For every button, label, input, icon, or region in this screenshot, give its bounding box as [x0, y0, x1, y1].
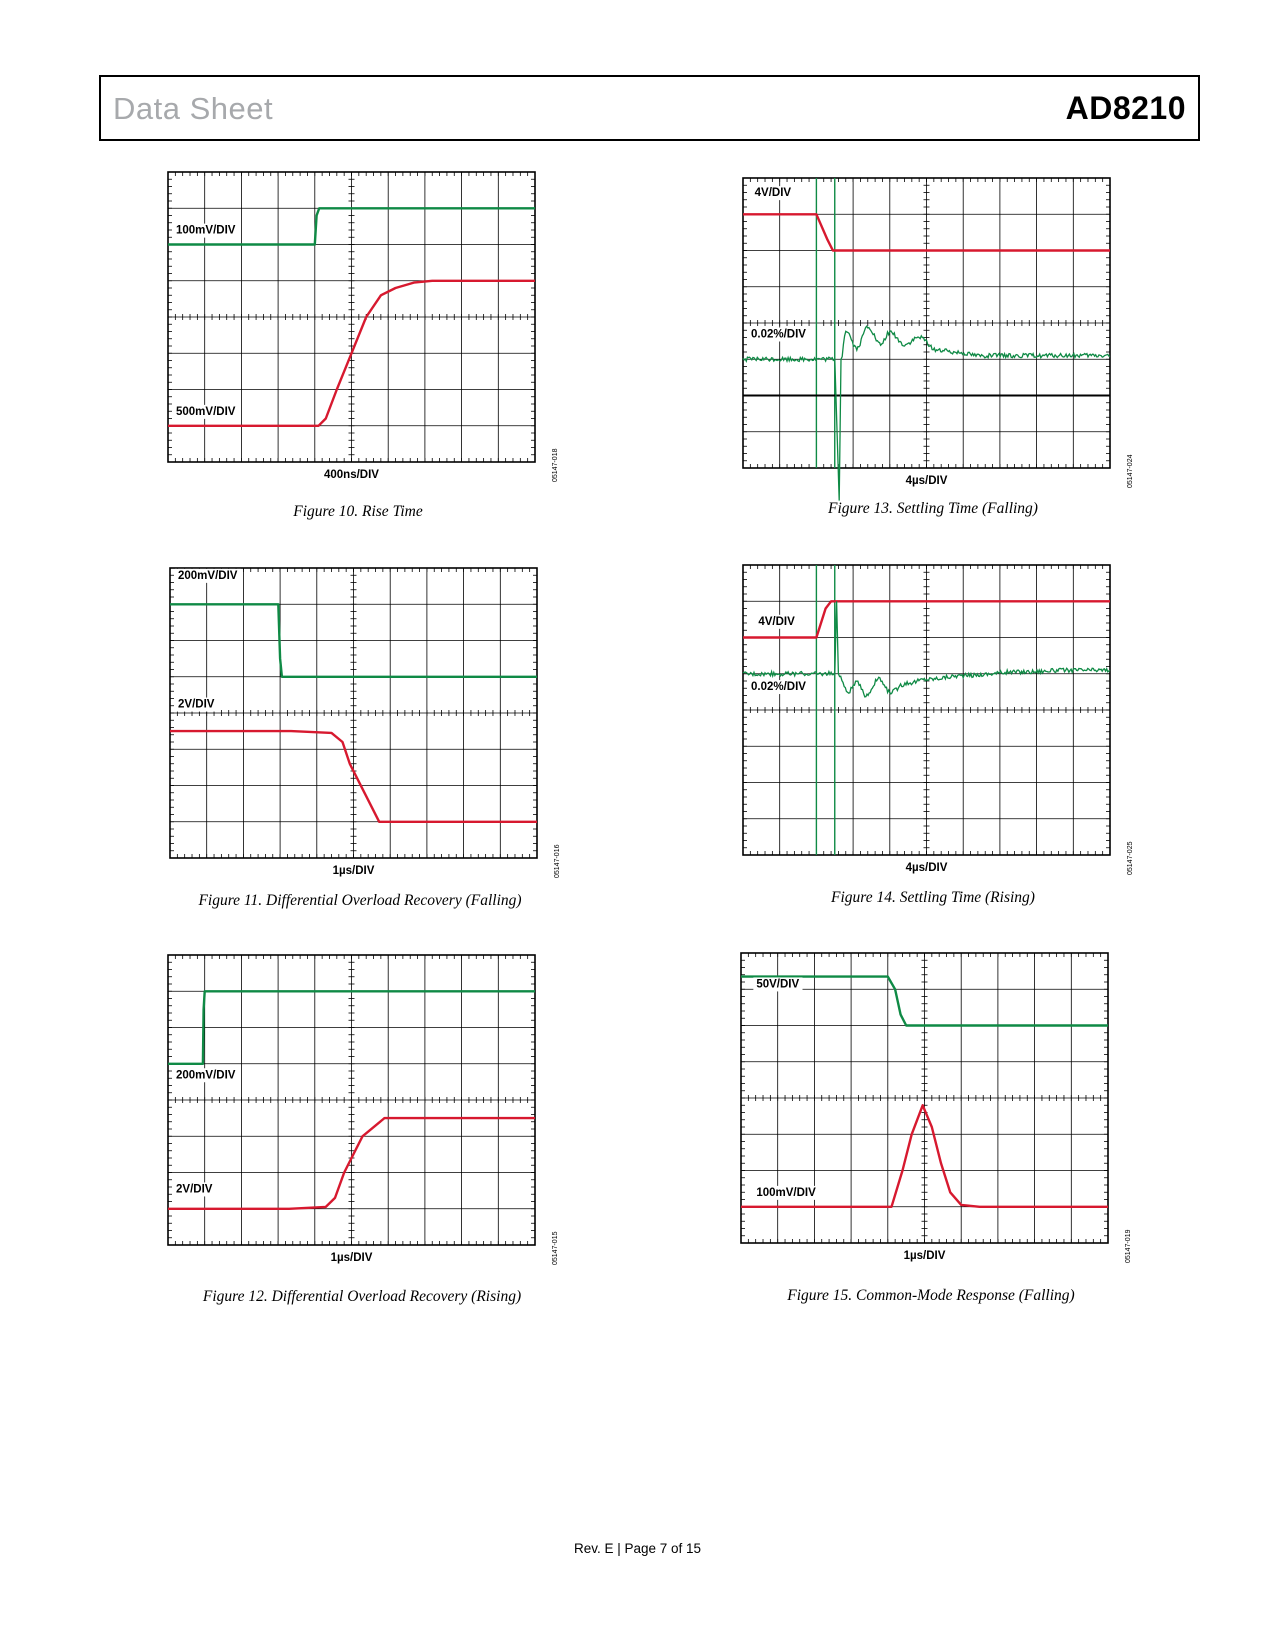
figure-code: 05147-019	[1125, 1229, 1132, 1263]
figure-13-caption: Figure 13. Settling Time (Falling)	[828, 500, 1038, 517]
figure-11-caption: Figure 11. Differential Overload Recover…	[198, 892, 522, 909]
trace-red	[170, 729, 537, 823]
channel-scale-label-0: 50V/DIV	[756, 978, 799, 990]
figure-14-caption: Figure 14. Settling Time (Rising)	[831, 889, 1035, 906]
channel-scale-label-1: 2V/DIV	[176, 1183, 213, 1195]
x-axis-label: 400ns/DIV	[324, 469, 379, 481]
trace-green	[742, 601, 1111, 698]
plot-frame	[742, 564, 1111, 856]
plot-frame	[169, 567, 538, 859]
channel-scale-label-1: 500mV/DIV	[176, 406, 236, 418]
fig11-svg: 200mV/DIV 2V/DIV 1µs/DIV 05147-016	[169, 567, 561, 878]
trace-green	[741, 975, 1108, 1027]
header-part-number: AD8210	[1065, 90, 1186, 126]
figure-code: 05147-024	[1127, 454, 1134, 488]
fig14-svg: 4V/DIV 0.02%/DIV 4µs/DIV 05147-025	[742, 564, 1134, 875]
channel-scale-label-0: 4V/DIV	[758, 616, 795, 628]
figure-14-scope: 4V/DIV 0.02%/DIV 4µs/DIV 05147-025	[742, 564, 1140, 885]
page-footer: Rev. E | Page 7 of 15	[573, 1541, 702, 1556]
channel-scale-label-1: 100mV/DIV	[756, 1187, 816, 1199]
figure-10-caption: Figure 10. Rise Time	[293, 503, 423, 520]
trace-green	[168, 207, 535, 246]
figure-15-caption: Figure 15. Common-Mode Response (Falling…	[787, 1287, 1075, 1304]
trace-red	[168, 1116, 535, 1210]
fig13-svg: 4V/DIV 0.02%/DIV 4µs/DIV 05147-024	[742, 177, 1134, 501]
figure-code: 05147-016	[554, 844, 561, 878]
trace-red	[743, 600, 1110, 639]
plot-frame	[740, 952, 1109, 1244]
channel-scale-label-0: 200mV/DIV	[178, 570, 238, 582]
figure-code: 05147-018	[552, 448, 559, 482]
trace-red	[743, 213, 1110, 252]
channel-scale-label-1: 2V/DIV	[178, 699, 215, 711]
channel-scale-label-0: 4V/DIV	[755, 187, 792, 199]
x-axis-label: 1µs/DIV	[904, 1250, 946, 1262]
fig15-svg: 50V/DIV 100mV/DIV 1µs/DIV 05147-019	[740, 952, 1132, 1263]
figure-10-scope: 100mV/DIV 500mV/DIV 400ns/DIV 05147-018	[167, 171, 565, 492]
figure-code: 05147-025	[1127, 841, 1134, 875]
trace-red	[168, 279, 535, 427]
x-axis-label: 1µs/DIV	[333, 865, 375, 877]
channel-scale-label-1: 0.02%/DIV	[751, 329, 806, 341]
x-axis-label: 4µs/DIV	[906, 862, 948, 874]
fig12-svg: 200mV/DIV 2V/DIV 1µs/DIV 05147-015	[167, 954, 559, 1265]
fig10-svg: 100mV/DIV 500mV/DIV 400ns/DIV 05147-018	[167, 171, 559, 482]
plot-frame	[167, 171, 536, 463]
trace-green	[168, 990, 535, 1065]
channel-scale-label-1: 0.02%/DIV	[751, 681, 806, 693]
trace-red	[741, 1104, 1108, 1208]
channel-scale-label-0: 100mV/DIV	[176, 225, 236, 237]
figure-13-scope: 4V/DIV 0.02%/DIV 4µs/DIV 05147-024	[742, 177, 1140, 501]
figure-15-scope: 50V/DIV 100mV/DIV 1µs/DIV 05147-019	[740, 952, 1138, 1273]
channel-scale-label-0: 200mV/DIV	[176, 1069, 236, 1081]
plot-frame	[167, 954, 536, 1246]
plot-frame	[742, 177, 1111, 469]
page-header: Data Sheet AD8210	[99, 75, 1200, 141]
figure-12-scope: 200mV/DIV 2V/DIV 1µs/DIV 05147-015	[167, 954, 565, 1275]
figure-12-caption: Figure 12. Differential Overload Recover…	[202, 1288, 522, 1305]
x-axis-label: 4µs/DIV	[906, 475, 948, 487]
header-doc-type: Data Sheet	[113, 91, 274, 126]
trace-green	[742, 325, 1111, 501]
figure-11-scope: 200mV/DIV 2V/DIV 1µs/DIV 05147-016	[169, 567, 567, 888]
figure-code: 05147-015	[552, 1231, 559, 1265]
trace-green	[170, 603, 537, 678]
x-axis-label: 1µs/DIV	[331, 1252, 373, 1264]
